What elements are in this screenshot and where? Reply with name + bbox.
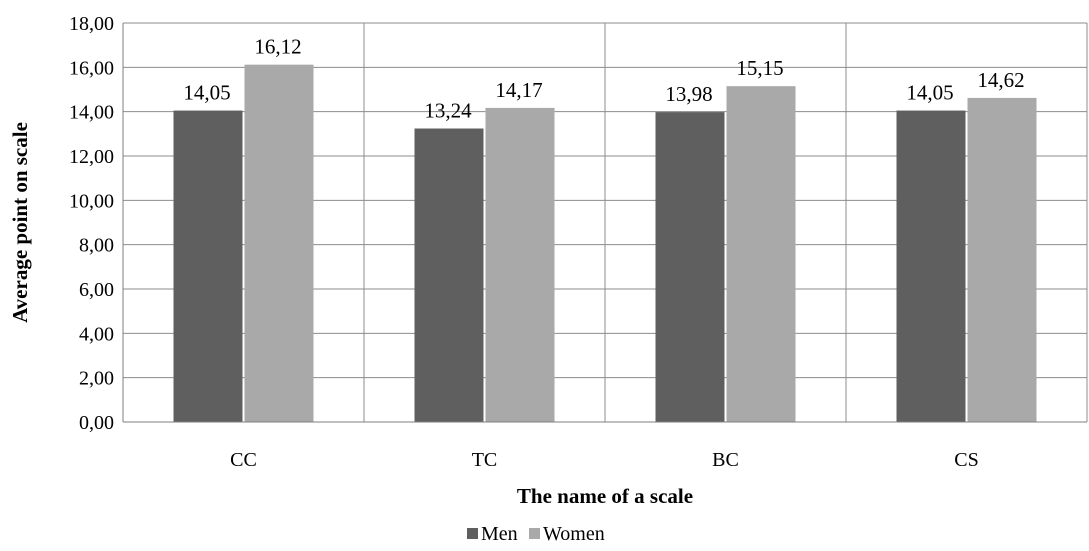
bar-women-bc xyxy=(726,86,796,423)
data-label: 13,24 xyxy=(424,99,472,123)
data-label: 16,12 xyxy=(254,35,301,59)
y-tick-label: 12,00 xyxy=(69,146,114,168)
data-label: 14,05 xyxy=(183,81,230,105)
bar-women-tc xyxy=(485,107,555,423)
y-tick-label: 16,00 xyxy=(69,57,114,79)
category-separators xyxy=(363,23,1088,422)
y-axis-title: Average point on scale xyxy=(8,122,32,323)
x-tick-label: CC xyxy=(230,449,257,471)
bars xyxy=(173,64,1037,423)
y-tick-label: 14,00 xyxy=(69,102,114,124)
data-label: 14,17 xyxy=(495,78,542,102)
x-tick-label: BC xyxy=(712,449,739,471)
data-label: 14,05 xyxy=(906,81,953,105)
legend-swatch-men xyxy=(467,528,478,539)
data-labels: 14,05 16,12 13,24 14,17 13,98 15,15 14,05 14,62 xyxy=(183,35,1024,123)
data-label: 15,15 xyxy=(736,56,783,80)
y-tick-label: 10,00 xyxy=(69,190,114,212)
x-axis-title: The name of a scale xyxy=(517,484,693,508)
bar-women-cs xyxy=(967,97,1037,422)
x-tick-label: CS xyxy=(954,449,978,471)
legend-label-men: Men xyxy=(481,523,518,545)
y-tick-label: 8,00 xyxy=(79,235,114,257)
legend-label-women: Women xyxy=(543,523,605,545)
legend-swatch-women xyxy=(529,528,540,539)
y-tick-label: 0,00 xyxy=(79,412,114,434)
data-label: 14,62 xyxy=(977,68,1024,92)
bar-men-cc xyxy=(173,110,243,422)
bar-women-cc xyxy=(244,64,314,422)
y-tick-label: 18,00 xyxy=(69,13,114,35)
bar-men-bc xyxy=(655,112,725,423)
y-tick-label: 2,00 xyxy=(79,368,114,390)
bar-men-cs xyxy=(896,110,966,422)
y-tick-labels: 0,00 2,00 4,00 6,00 8,00 10,00 12,00 14,00 16,00… xyxy=(69,13,114,434)
bar-men-tc xyxy=(414,128,484,422)
data-label: 13,98 xyxy=(665,82,712,106)
y-tick-label: 6,00 xyxy=(79,279,114,301)
legend: Men Women xyxy=(467,523,605,545)
y-tick-label: 4,00 xyxy=(79,323,114,345)
x-tick-labels: CC TC BC CS xyxy=(230,449,979,471)
x-tick-label: TC xyxy=(472,449,498,471)
